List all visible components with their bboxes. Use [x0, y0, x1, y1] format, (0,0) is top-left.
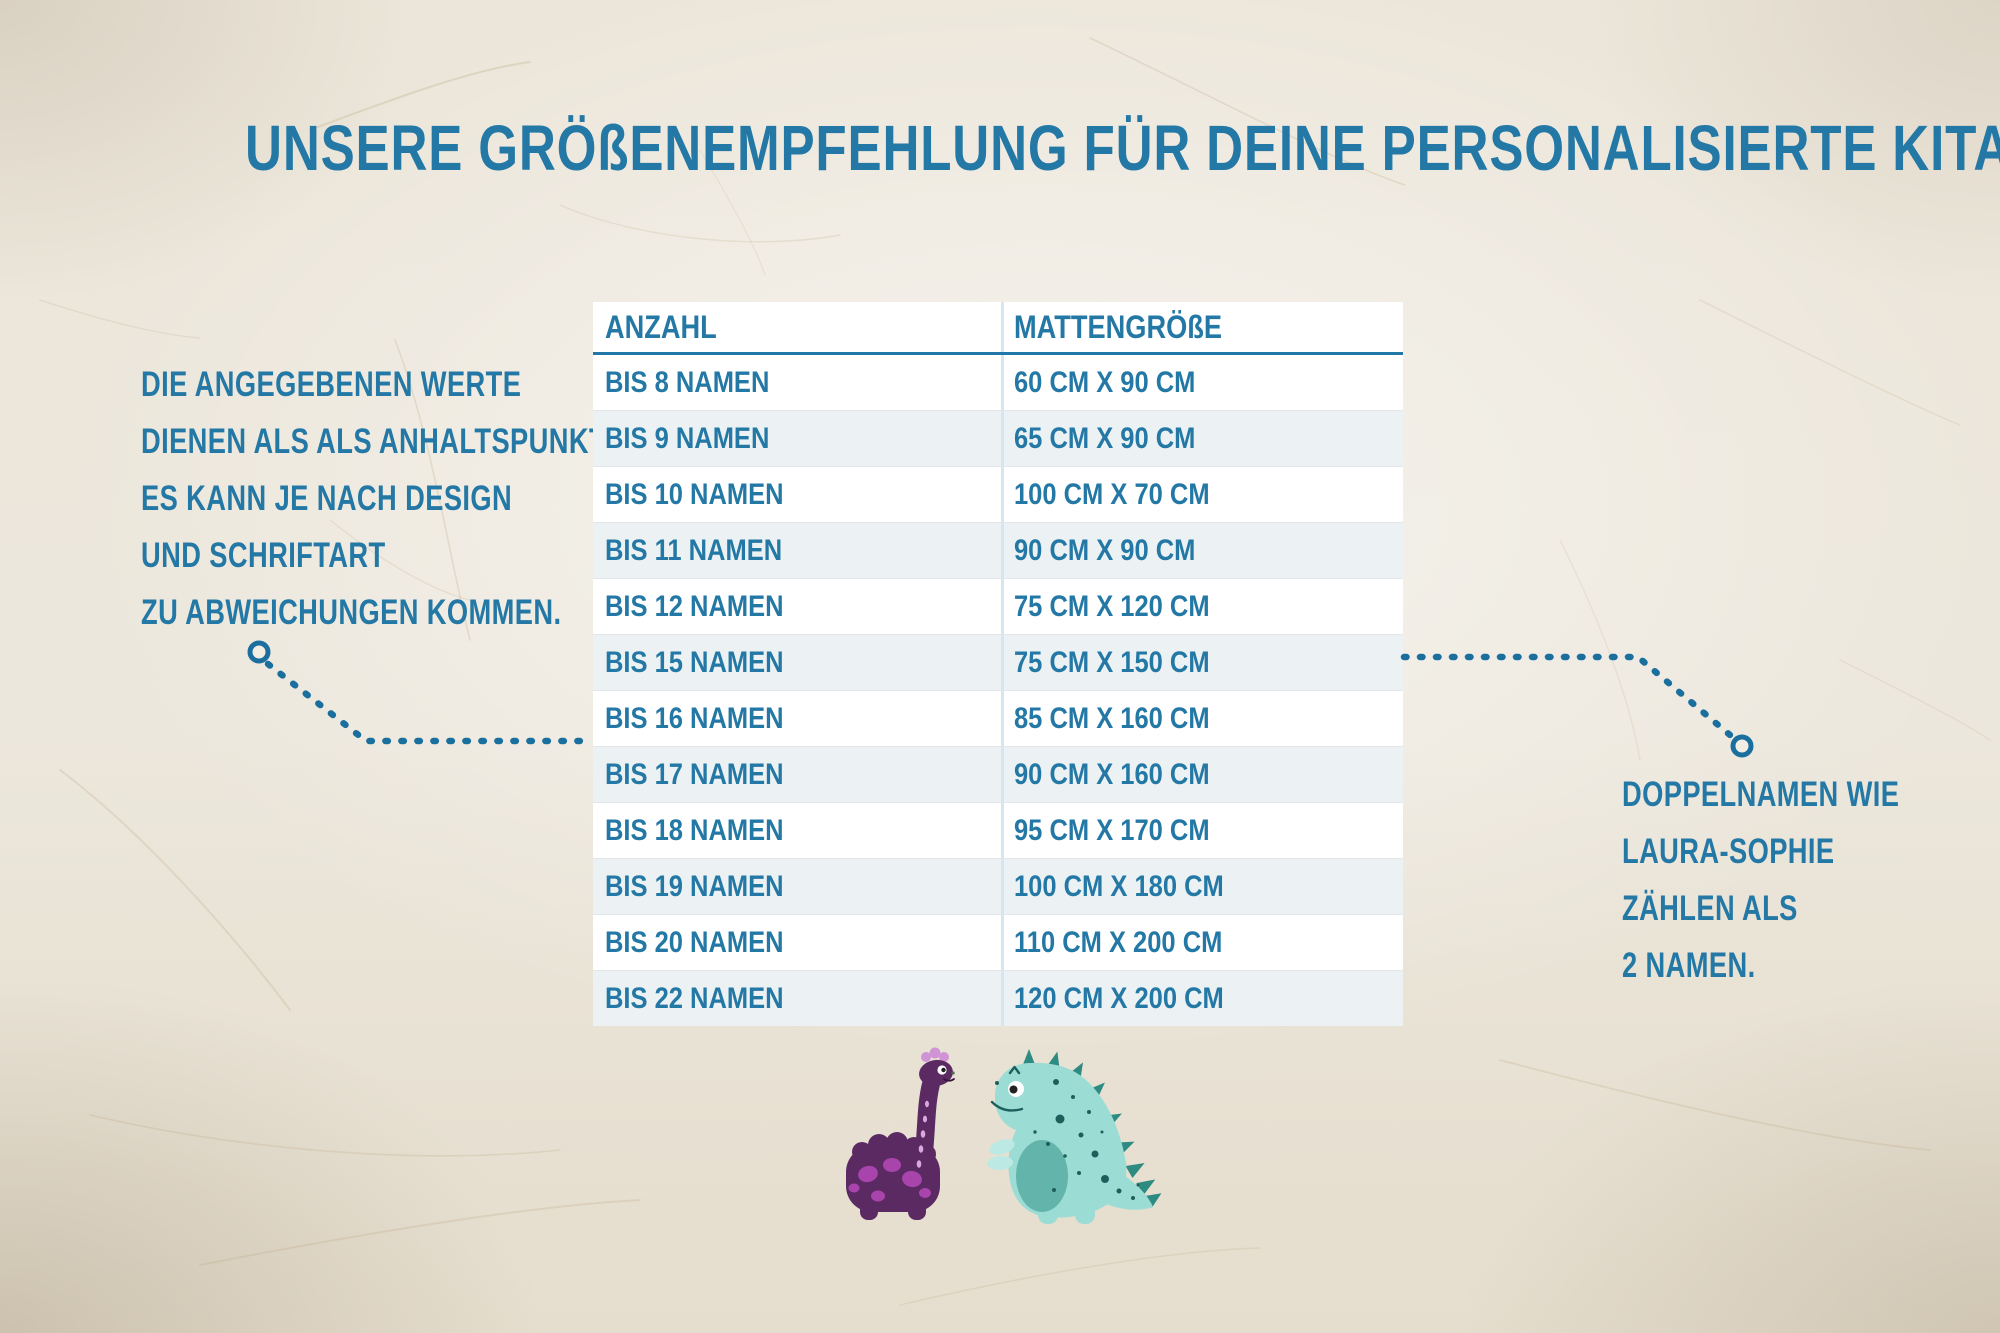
size-cell: 90 CM X 90 CM — [1014, 533, 1196, 567]
size-cell: 65 CM X 90 CM — [1014, 421, 1196, 455]
note-line: DOPPELNAMEN WIE — [1622, 775, 1900, 814]
table-row: BIS 15 NAMEN 75 CM X 150 CM — [593, 634, 1403, 690]
size-cell: 100 CM X 180 CM — [1014, 869, 1224, 903]
purple-dino-illustration — [846, 1047, 955, 1220]
table-row: BIS 16 NAMEN 85 CM X 160 CM — [593, 690, 1403, 746]
note-line: DIENEN ALS ALS ANHALTSPUNKT. — [141, 422, 611, 461]
table-row: BIS 9 NAMEN 65 CM X 90 CM — [593, 410, 1403, 466]
teal-dino-illustration — [987, 1049, 1162, 1224]
size-table: ANZAHL MATTENGRÖßE BIS 8 NAMEN 60 CM X 9… — [593, 302, 1403, 1026]
table-row: BIS 20 NAMEN 110 CM X 200 CM — [593, 914, 1403, 970]
right-connector-line — [1400, 653, 1754, 758]
note-line: ZU ABWEICHUNGEN KOMMEN. — [141, 593, 562, 632]
note-line: LAURA-SOPHIE — [1622, 832, 1835, 871]
page-title: UNSERE GRÖßENEMPFEHLUNG FÜR DEINE PERSON… — [0, 116, 2000, 180]
note-line: DIE ANGEGEBENEN WERTE — [141, 365, 522, 404]
right-connector-circle — [1730, 734, 1754, 758]
anzahl-cell: BIS 16 NAMEN — [593, 691, 1004, 746]
table-row: BIS 17 NAMEN 90 CM X 160 CM — [593, 746, 1403, 802]
anzahl-cell: BIS 8 NAMEN — [593, 355, 1004, 410]
table-header-row: ANZAHL MATTENGRÖßE — [593, 302, 1403, 355]
table-row: BIS 19 NAMEN 100 CM X 180 CM — [593, 858, 1403, 914]
left-note: DIE ANGEGEBENEN WERTE DIENEN ALS ALS ANH… — [141, 356, 611, 641]
table-row: BIS 8 NAMEN 60 CM X 90 CM — [593, 355, 1403, 410]
size-cell: 75 CM X 120 CM — [1014, 589, 1210, 623]
anzahl-cell: BIS 17 NAMEN — [593, 747, 1004, 802]
table-body: BIS 8 NAMEN 60 CM X 90 CM BIS 9 NAMEN 65… — [593, 355, 1403, 1026]
size-cell: 95 CM X 170 CM — [1014, 813, 1210, 847]
dinosaurs-illustration — [846, 1047, 1162, 1224]
table-row: BIS 10 NAMEN 100 CM X 70 CM — [593, 466, 1403, 522]
size-cell: 60 CM X 90 CM — [1014, 365, 1196, 399]
header-cell-anzahl: ANZAHL — [593, 302, 1004, 352]
anzahl-cell: BIS 9 NAMEN — [593, 411, 1004, 466]
anzahl-cell: BIS 18 NAMEN — [593, 803, 1004, 858]
left-connector-circle — [247, 640, 271, 664]
size-cell: 100 CM X 70 CM — [1014, 477, 1210, 511]
anzahl-cell: BIS 10 NAMEN — [593, 467, 1004, 522]
note-line: ZÄHLEN ALS — [1622, 889, 1798, 928]
right-note: DOPPELNAMEN WIE LAURA-SOPHIE ZÄHLEN ALS … — [1622, 766, 1899, 994]
table-row: BIS 11 NAMEN 90 CM X 90 CM — [593, 522, 1403, 578]
table-row: BIS 18 NAMEN 95 CM X 170 CM — [593, 802, 1403, 858]
header-cell-mattengroesse: MATTENGRÖßE — [1014, 308, 1223, 345]
anzahl-cell: BIS 22 NAMEN — [593, 971, 1004, 1026]
size-cell: 90 CM X 160 CM — [1014, 757, 1210, 791]
size-cell: 75 CM X 150 CM — [1014, 645, 1210, 679]
size-cell: 120 CM X 200 CM — [1014, 981, 1224, 1015]
note-line: ES KANN JE NACH DESIGN — [141, 479, 513, 518]
page-title-text: UNSERE GRÖßENEMPFEHLUNG FÜR DEINE PERSON… — [245, 112, 2000, 184]
anzahl-cell: BIS 12 NAMEN — [593, 579, 1004, 634]
table-row: BIS 12 NAMEN 75 CM X 120 CM — [593, 578, 1403, 634]
table-row: BIS 22 NAMEN 120 CM X 200 CM — [593, 970, 1403, 1026]
note-line: UND SCHRIFTART — [141, 536, 386, 575]
size-cell: 110 CM X 200 CM — [1014, 925, 1223, 959]
anzahl-cell: BIS 15 NAMEN — [593, 635, 1004, 690]
anzahl-cell: BIS 20 NAMEN — [593, 915, 1004, 970]
anzahl-cell: BIS 11 NAMEN — [593, 523, 1004, 578]
note-line: 2 NAMEN. — [1622, 946, 1756, 985]
size-cell: 85 CM X 160 CM — [1014, 701, 1210, 735]
left-connector-line — [247, 640, 597, 745]
anzahl-cell: BIS 19 NAMEN — [593, 859, 1004, 914]
